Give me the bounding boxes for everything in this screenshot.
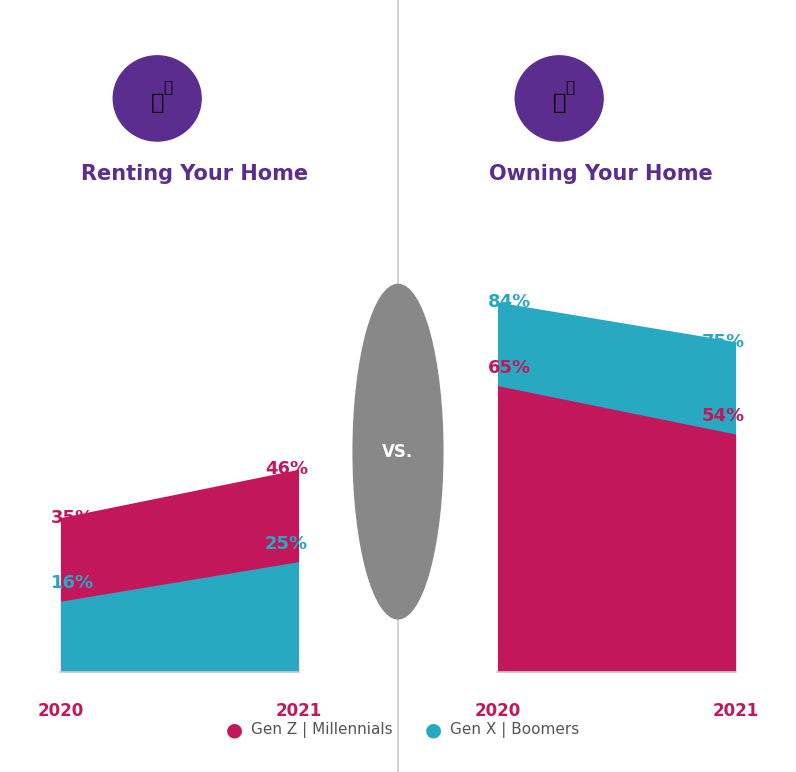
Text: 75%: 75% [702,333,745,350]
Text: Gen X | Boomers: Gen X | Boomers [450,722,579,737]
Text: 2021: 2021 [712,703,759,720]
Text: Owning Your Home: Owning Your Home [489,164,713,184]
Text: 2020: 2020 [474,703,521,720]
Text: 🏠: 🏠 [150,93,164,113]
Text: 25%: 25% [265,535,308,553]
Text: 16%: 16% [51,574,94,592]
Text: ●: ● [425,720,443,739]
Text: 65%: 65% [488,359,531,377]
Text: 2020: 2020 [37,703,84,720]
Text: 84%: 84% [488,293,531,311]
Text: 54%: 54% [702,407,745,425]
Circle shape [515,56,603,141]
Text: 2021: 2021 [275,703,322,720]
Circle shape [113,56,201,141]
Text: ●: ● [226,720,244,739]
Text: VS.: VS. [382,442,414,461]
Text: 46%: 46% [265,460,308,478]
Text: Renting Your Home: Renting Your Home [81,164,309,184]
Text: Gen Z | Millennials: Gen Z | Millennials [251,722,392,737]
Text: 🤝: 🤝 [552,93,566,113]
Text: 💰: 💰 [566,80,575,95]
Text: 🔑: 🔑 [164,80,173,95]
Circle shape [353,284,443,619]
Text: 35%: 35% [51,509,94,527]
